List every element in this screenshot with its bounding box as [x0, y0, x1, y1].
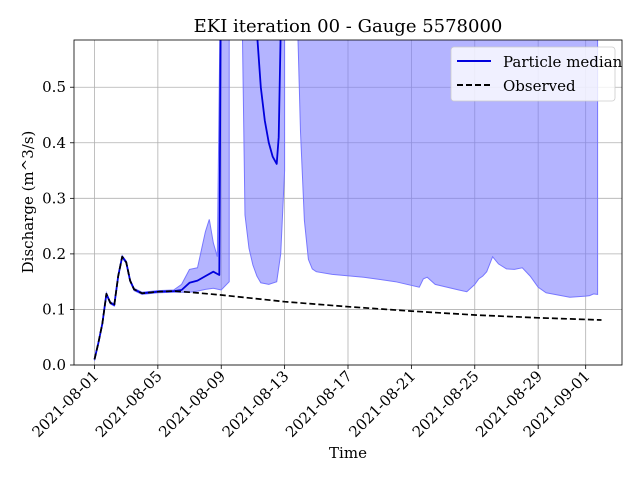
y-tick-label: 0.4: [42, 134, 66, 152]
legend-box: [450, 46, 616, 102]
y-tick-label: 0.5: [42, 78, 66, 96]
y-tick-label: 0.0: [42, 356, 66, 374]
y-tick-label: 0.3: [42, 189, 66, 207]
y-axis-ticks: 0.0 0.1 0.2 0.3 0.4 0.5: [42, 78, 74, 374]
legend-label-median: Particle median: [503, 53, 623, 71]
series-layer: [93, 40, 602, 360]
particle-median-line: [256, 40, 282, 165]
y-tick-label: 0.1: [42, 300, 66, 318]
y-axis-label: Discharge (m^3/s): [19, 131, 37, 274]
legend: Particle median Observed: [450, 46, 623, 102]
legend-label-observed: Observed: [503, 77, 576, 95]
y-tick-label: 0.2: [42, 245, 66, 263]
x-axis-label: Time: [329, 444, 367, 462]
particle-median-line: [93, 40, 222, 360]
chart-title: EKI iteration 00 - Gauge 5578000: [194, 16, 503, 37]
